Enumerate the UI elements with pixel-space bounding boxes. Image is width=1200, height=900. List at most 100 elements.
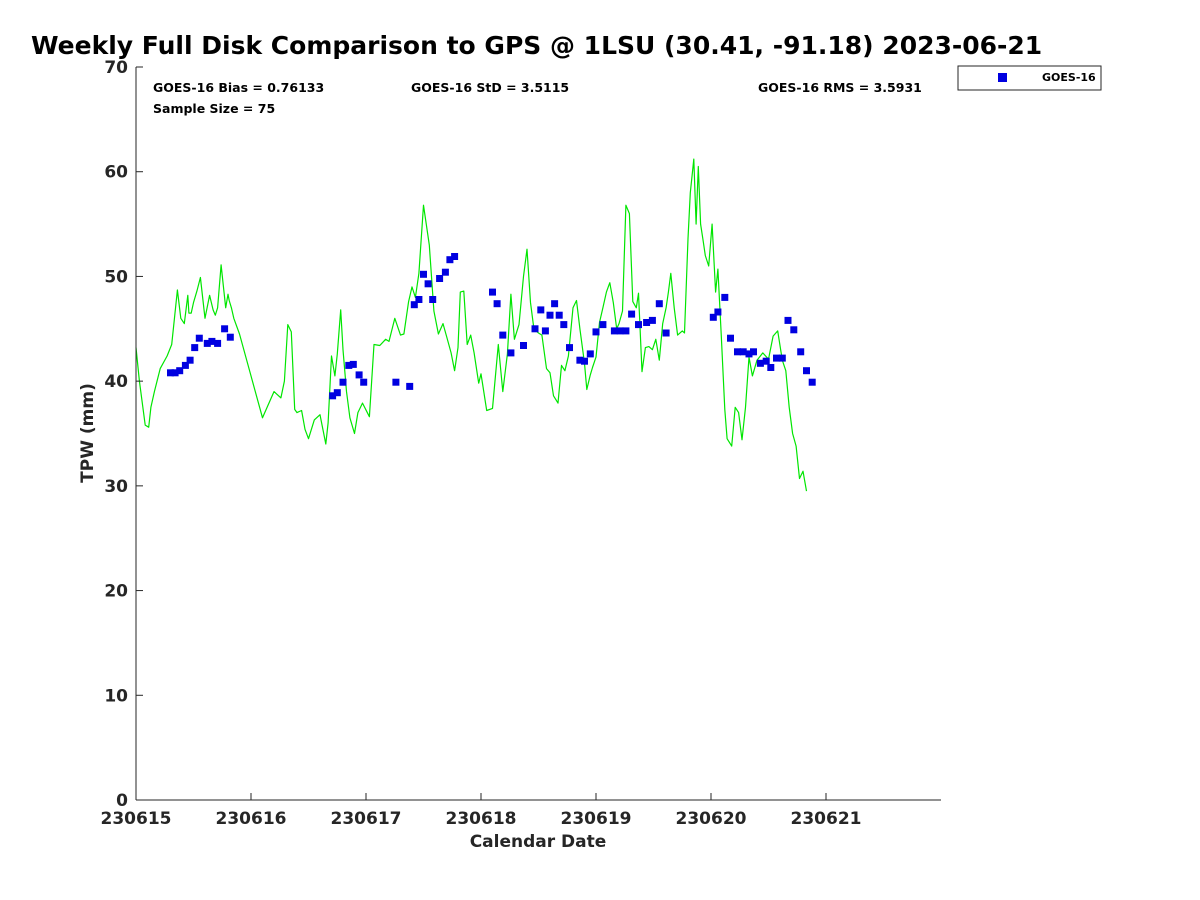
goes16-point xyxy=(592,328,600,336)
goes16-point xyxy=(191,344,199,352)
x-tick-label: 230615 xyxy=(101,809,172,829)
goes16-point xyxy=(566,344,573,352)
goes16-point xyxy=(560,321,568,329)
goes16-point xyxy=(643,319,651,326)
goes16-point xyxy=(349,360,357,368)
goes16-point xyxy=(195,334,203,342)
goes16-point xyxy=(493,300,501,308)
goes16-point xyxy=(355,371,363,379)
goes16-point xyxy=(790,326,798,334)
goes16-point xyxy=(537,306,545,314)
goes16-point xyxy=(648,316,656,324)
x-axis-label: Calendar Date xyxy=(470,832,607,852)
goes16-point xyxy=(784,316,792,324)
goes16-point xyxy=(410,301,418,309)
goes16-point xyxy=(345,361,353,369)
stat-std: GOES-16 StD = 3.5115 xyxy=(411,80,569,95)
goes16-point xyxy=(610,327,618,335)
chart-title: Weekly Full Disk Comparison to GPS @ 1LS… xyxy=(31,31,1042,60)
goes16-point xyxy=(727,334,734,342)
goes16-point xyxy=(507,349,515,357)
goes16-point xyxy=(599,321,607,329)
plot-area xyxy=(135,158,816,492)
goes16-point xyxy=(622,327,630,335)
goes16-point xyxy=(662,329,670,337)
goes16-point xyxy=(520,342,527,349)
goes16-point xyxy=(446,256,454,264)
y-axis-label: TPW (mm) xyxy=(78,383,98,483)
goes16-point xyxy=(392,378,400,386)
goes16-point xyxy=(773,354,780,362)
goes16-point xyxy=(745,350,753,358)
y-tick-label: 0 xyxy=(116,791,128,811)
x-tick-label: 230620 xyxy=(676,809,747,829)
goes16-point xyxy=(581,357,588,365)
goes16-point xyxy=(489,288,496,296)
x-tick-label: 230621 xyxy=(791,809,862,829)
goes16-point xyxy=(762,357,770,365)
legend-box xyxy=(957,65,1102,91)
y-tick-label: 40 xyxy=(104,372,128,392)
goes16-point xyxy=(767,364,775,371)
goes16-point xyxy=(360,378,368,386)
x-tick-label: 230619 xyxy=(561,809,632,829)
goes16-point xyxy=(420,270,427,278)
goes16-point xyxy=(499,331,507,339)
x-tick-label: 230617 xyxy=(331,809,402,829)
goes16-point xyxy=(333,389,341,397)
goes16-point xyxy=(531,325,539,333)
goes16-point xyxy=(451,253,459,260)
goes16-point xyxy=(734,348,741,356)
goes16-point xyxy=(756,359,764,367)
goes16-point xyxy=(167,369,174,377)
goes16-point xyxy=(329,392,337,400)
y-tick-label: 60 xyxy=(104,163,128,183)
goes16-point xyxy=(339,378,347,386)
goes16-point xyxy=(739,348,747,356)
y-axis: 0 10 20 30 40 50 60 70 xyxy=(104,58,143,811)
goes16-point xyxy=(635,321,642,329)
goes16-point xyxy=(709,313,717,321)
legend: GOES-16 xyxy=(957,65,1102,91)
y-tick-label: 20 xyxy=(104,582,128,602)
goes16-point xyxy=(429,296,437,303)
goes16-point xyxy=(803,367,810,375)
goes16-point xyxy=(436,275,444,282)
goes16-point xyxy=(441,268,449,276)
goes16-point xyxy=(778,354,786,362)
goes16-point xyxy=(176,367,184,375)
goes16-point xyxy=(186,356,194,364)
goes16-point xyxy=(181,361,189,369)
goes16-point xyxy=(406,382,414,390)
goes16-point xyxy=(214,339,222,347)
x-tick-label: 230616 xyxy=(216,809,287,829)
goes16-point xyxy=(551,300,559,308)
goes16-point xyxy=(541,327,549,335)
goes16-point xyxy=(721,293,729,301)
goes16-point xyxy=(808,378,816,386)
y-tick-label: 50 xyxy=(104,267,128,287)
goes16-point xyxy=(714,308,722,316)
y-tick-label: 70 xyxy=(104,58,128,78)
x-axis: 230615 230616 230617 230618 230619 230620 2306… xyxy=(101,793,941,829)
y-tick-label: 30 xyxy=(104,477,128,497)
goes16-point xyxy=(628,310,636,318)
goes16-point xyxy=(203,339,211,347)
goes16-point xyxy=(208,337,216,345)
goes16-point xyxy=(221,325,229,333)
goes16-point xyxy=(424,280,432,288)
goes16-point xyxy=(616,327,624,335)
goes16-point xyxy=(555,311,563,319)
goes16-point xyxy=(546,311,554,319)
goes16-point xyxy=(797,348,805,356)
legend-label-goes16: GOES-16 xyxy=(1042,71,1096,84)
goes16-point xyxy=(750,348,757,356)
goes16-point xyxy=(226,333,234,341)
x-tick-label: 230618 xyxy=(446,809,517,829)
stat-sample-size: Sample Size = 75 xyxy=(153,101,275,116)
goes16-point xyxy=(576,356,584,364)
goes16-point xyxy=(655,300,663,308)
legend-marker-goes16 xyxy=(998,73,1007,82)
goes16-point xyxy=(171,369,179,377)
